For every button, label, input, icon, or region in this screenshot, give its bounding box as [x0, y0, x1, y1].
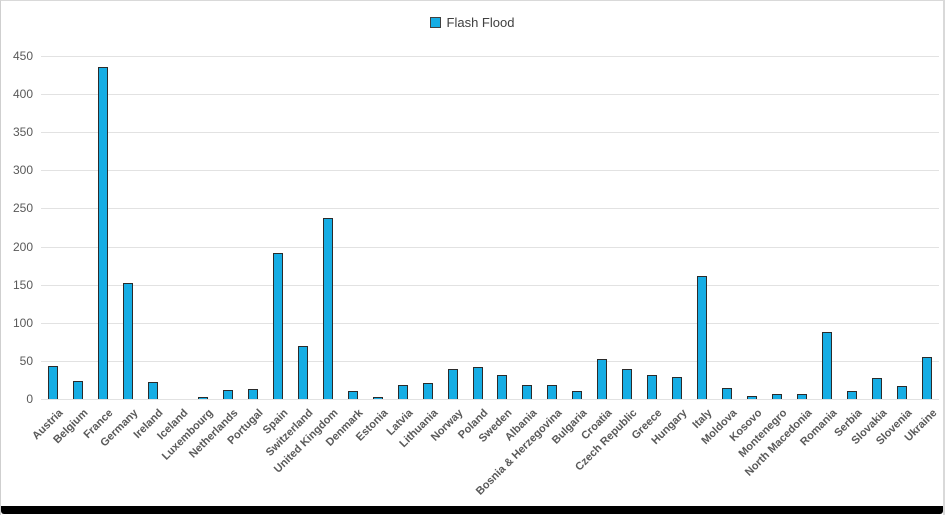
bar-bulgaria — [572, 391, 583, 399]
bar-belgium — [73, 381, 84, 399]
bar-poland — [472, 366, 483, 399]
bar-ireland — [148, 382, 159, 399]
gridline — [41, 132, 939, 134]
bar-serbia — [846, 390, 857, 399]
bar-netherlands — [223, 389, 234, 399]
bar-albania — [522, 385, 533, 399]
y-axis-tick-label: 200 — [12, 239, 33, 254]
bar-kosovo — [746, 395, 757, 399]
bar-latvia — [397, 385, 408, 399]
bar-ukraine — [921, 357, 932, 399]
bar-north-macedonia — [796, 393, 807, 399]
bar-germany — [123, 283, 134, 399]
bar-sweden — [497, 374, 508, 399]
bar-lithuania — [422, 382, 433, 399]
gridline — [41, 208, 939, 210]
bar-hungary — [672, 376, 683, 399]
bar-slovenia — [896, 386, 907, 399]
bar-spain — [272, 253, 283, 399]
bar-france — [98, 66, 109, 399]
y-axis-tick-label: 0 — [26, 392, 33, 406]
bar-romania — [821, 331, 832, 399]
gridline — [41, 246, 939, 248]
bar-montenegro — [771, 394, 782, 399]
y-axis-tick-label: 350 — [12, 125, 33, 140]
gridline — [41, 284, 939, 286]
y-axis-tick-label: 400 — [12, 87, 33, 102]
gridline — [41, 94, 939, 96]
bar-czech-republic — [622, 369, 633, 399]
y-axis-tick-label: 100 — [12, 315, 33, 330]
bar-moldova — [721, 388, 732, 399]
gridline — [41, 170, 939, 172]
window-bottom-edge — [1, 506, 943, 514]
bar-luxembourg — [198, 396, 209, 399]
y-axis-tick-label: 450 — [12, 49, 33, 63]
bar-bosnia-herzegovina — [547, 385, 558, 399]
bar-switzerland — [297, 345, 308, 399]
gridline — [41, 399, 939, 400]
y-axis-tick-label: 50 — [19, 353, 33, 368]
gridline — [41, 322, 939, 324]
gridline — [41, 56, 939, 57]
bar-norway — [447, 368, 458, 399]
bar-greece — [647, 375, 658, 399]
bar-united-kingdom — [322, 218, 333, 399]
bar-estonia — [372, 396, 383, 399]
y-axis-tick-label: 250 — [12, 201, 33, 216]
gridline — [41, 360, 939, 362]
bar-slovakia — [871, 377, 882, 399]
bar-croatia — [597, 358, 608, 399]
bar-italy — [697, 276, 708, 399]
bar-portugal — [248, 389, 259, 399]
y-axis-tick-label: 150 — [12, 277, 33, 292]
y-axis-tick-label: 300 — [12, 163, 33, 178]
bar-austria — [48, 366, 59, 399]
bar-denmark — [347, 391, 358, 399]
